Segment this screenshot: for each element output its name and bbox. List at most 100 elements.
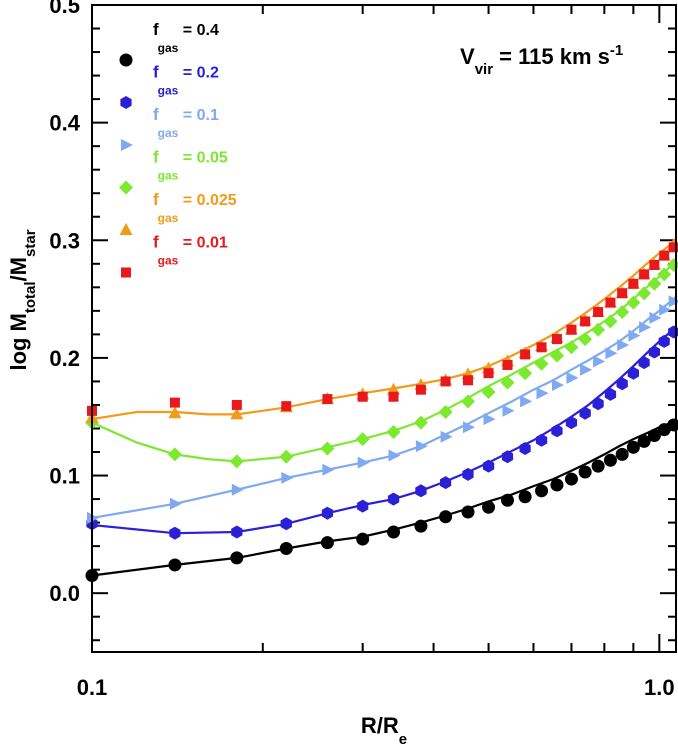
data-point-series-5 (483, 368, 494, 379)
plot-frame (91, 4, 677, 653)
data-point-series-2 (483, 413, 496, 426)
data-point-series-0 (637, 434, 651, 448)
data-point-series-2 (357, 456, 370, 469)
data-point-series-3 (481, 385, 496, 399)
series-lines-layer (91, 239, 677, 577)
data-point-series-5 (649, 259, 660, 270)
x-tick-label: 0.1 (77, 675, 108, 700)
data-point-series-1 (658, 334, 670, 348)
data-point-series-4 (230, 407, 244, 420)
vvir-annotation: Vvir = 115 km s-1 (460, 42, 623, 78)
data-point-series-3 (438, 405, 453, 419)
data-point-series-1 (627, 366, 639, 380)
data-point-series-1 (519, 442, 531, 455)
legend-marker-0 (119, 53, 133, 67)
data-point-series-2 (415, 440, 428, 453)
data-point-series-0 (550, 478, 564, 492)
data-point-series-1 (551, 424, 563, 438)
data-point-series-1 (280, 517, 292, 531)
data-point-series-3 (386, 425, 401, 439)
data-point-series-1 (169, 526, 181, 540)
data-point-series-2 (668, 295, 678, 308)
data-point-series-1 (648, 345, 660, 359)
data-point-series-3 (591, 322, 606, 337)
data-point-series-5 (502, 359, 513, 370)
data-point-series-1 (604, 387, 617, 401)
data-point-series-0 (578, 465, 592, 479)
data-point-series-3 (578, 332, 593, 347)
data-point-series-4 (387, 382, 400, 395)
data-point-series-2 (649, 311, 662, 324)
data-point-series-5 (628, 278, 639, 289)
data-point-series-0 (535, 484, 549, 498)
data-point-series-5 (440, 376, 451, 387)
legend-marker-2 (121, 139, 133, 151)
data-point-series-1 (440, 476, 452, 490)
data-point-series-1 (535, 433, 548, 447)
data-point-series-5 (566, 324, 577, 335)
data-point-series-5 (659, 250, 670, 261)
data-point-series-0 (439, 510, 453, 524)
data-point-series-0 (320, 536, 334, 550)
series-line-4 (91, 239, 677, 421)
data-point-series-3 (534, 356, 549, 371)
data-point-series-3 (279, 449, 294, 464)
data-point-series-5 (593, 307, 604, 318)
data-point-series-3 (657, 267, 672, 282)
data-point-series-2 (520, 395, 533, 408)
data-point-series-5 (322, 394, 333, 405)
data-point-series-5 (551, 334, 562, 345)
data-point-series-2 (281, 471, 294, 484)
data-point-series-1 (231, 525, 243, 539)
data-point-series-2 (231, 483, 244, 496)
data-point-series-0 (356, 532, 370, 546)
data-point-series-3 (413, 415, 428, 430)
data-point-series-5 (388, 391, 399, 402)
data-point-series-3 (320, 441, 335, 456)
legend-marker-3 (119, 180, 133, 195)
data-point-series-0 (414, 519, 428, 533)
data-point-series-3 (461, 394, 475, 409)
data-point-series-0 (461, 505, 475, 519)
data-point-series-5 (639, 269, 650, 280)
data-point-series-3 (500, 375, 515, 390)
series-line-0 (91, 421, 672, 577)
y-tick-label: 0.1 (49, 464, 80, 489)
legend-label-0: fgas = 0.4 (153, 20, 219, 55)
data-point-series-5 (536, 342, 547, 353)
data-point-series-2 (440, 430, 453, 443)
data-point-series-1 (501, 450, 514, 464)
legend-label-3: fgas = 0.05 (153, 148, 228, 183)
series-line-1 (91, 326, 677, 535)
data-point-series-3 (637, 286, 652, 301)
data-point-series-5 (281, 401, 292, 412)
data-point-series-0 (230, 551, 244, 565)
data-point-series-1 (415, 484, 427, 498)
data-point-series-3 (518, 366, 533, 381)
data-point-series-3 (603, 314, 618, 329)
annotation-layer: Vvir = 115 km s-1 (460, 42, 623, 78)
data-point-series-1 (616, 377, 628, 391)
legend-label-2: fgas = 0.1 (153, 105, 219, 140)
data-point-series-1 (592, 397, 604, 411)
data-point-series-3 (167, 447, 182, 462)
data-point-series-2 (463, 421, 475, 434)
series-points-layer (85, 238, 678, 583)
data-point-series-3 (564, 340, 579, 355)
legend-label-1: fgas = 0.2 (153, 63, 219, 98)
data-point-series-0 (603, 453, 617, 467)
series-line-2 (91, 295, 677, 519)
y-tick-label: 0.5 (49, 0, 80, 18)
data-point-series-0 (518, 490, 532, 504)
data-point-series-5 (520, 349, 531, 360)
data-point-series-0 (647, 429, 661, 443)
data-point-series-2 (580, 363, 593, 376)
y-tick-label: 0.4 (49, 111, 80, 136)
data-point-series-2 (617, 339, 630, 351)
data-point-series-5 (668, 242, 678, 253)
data-point-series-2 (628, 329, 641, 342)
data-point-series-5 (580, 316, 591, 327)
data-point-series-1 (357, 499, 369, 513)
